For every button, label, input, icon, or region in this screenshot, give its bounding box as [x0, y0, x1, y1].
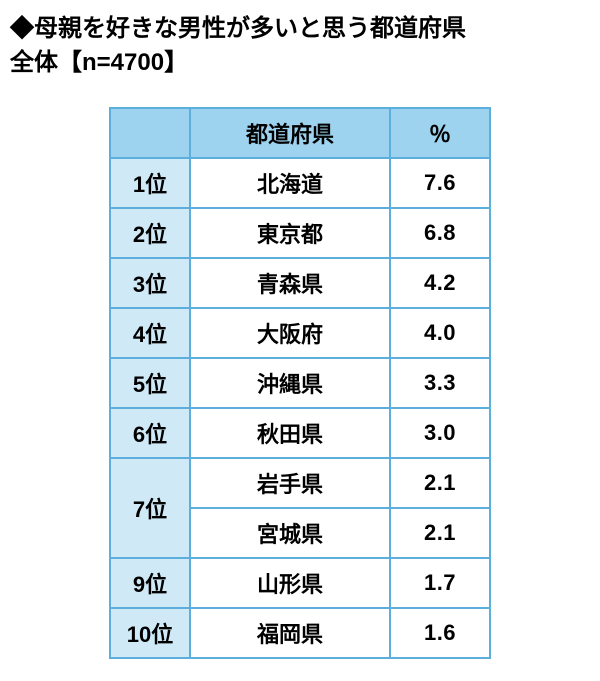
table-row: 3位青森県4.2: [110, 258, 490, 308]
chart-title: ◆母親を好きな男性が多いと思う都道府県 全体【n=4700】: [10, 12, 590, 79]
prefecture-cell: 山形県: [190, 558, 390, 608]
table-header-row: 都道府県 ％: [110, 108, 490, 158]
table-row: 1位北海道7.6: [110, 158, 490, 208]
percent-cell: 7.6: [390, 158, 490, 208]
percent-cell: 2.1: [390, 508, 490, 558]
prefecture-cell: 北海道: [190, 158, 390, 208]
prefecture-cell: 沖縄県: [190, 358, 390, 408]
table-row: 6位秋田県3.0: [110, 408, 490, 458]
table-row: 9位山形県1.7: [110, 558, 490, 608]
percent-cell: 6.8: [390, 208, 490, 258]
rank-cell: 3位: [110, 258, 190, 308]
percent-cell: 4.0: [390, 308, 490, 358]
ranking-table: 都道府県 ％ 1位北海道7.62位東京都6.83位青森県4.24位大阪府4.05…: [109, 107, 491, 659]
header-percent: ％: [390, 108, 490, 158]
prefecture-cell: 岩手県: [190, 458, 390, 508]
rank-cell: 6位: [110, 408, 190, 458]
percent-cell: 2.1: [390, 458, 490, 508]
table-row: 7位岩手県2.1: [110, 458, 490, 508]
table-row: 2位東京都6.8: [110, 208, 490, 258]
rank-cell: 10位: [110, 608, 190, 658]
table-wrap: 都道府県 ％ 1位北海道7.62位東京都6.83位青森県4.24位大阪府4.05…: [10, 107, 590, 659]
rank-cell: 1位: [110, 158, 190, 208]
prefecture-cell: 青森県: [190, 258, 390, 308]
rank-cell: 5位: [110, 358, 190, 408]
table-body: 1位北海道7.62位東京都6.83位青森県4.24位大阪府4.05位沖縄県3.3…: [110, 158, 490, 658]
prefecture-cell: 大阪府: [190, 308, 390, 358]
header-rank-blank: [110, 108, 190, 158]
rank-cell: 2位: [110, 208, 190, 258]
header-prefecture: 都道府県: [190, 108, 390, 158]
title-line-2: 全体【n=4700】: [10, 49, 188, 76]
prefecture-cell: 福岡県: [190, 608, 390, 658]
rank-cell: 9位: [110, 558, 190, 608]
percent-cell: 3.0: [390, 408, 490, 458]
percent-cell: 1.7: [390, 558, 490, 608]
percent-cell: 4.2: [390, 258, 490, 308]
rank-cell: 7位: [110, 458, 190, 558]
prefecture-cell: 秋田県: [190, 408, 390, 458]
rank-cell: 4位: [110, 308, 190, 358]
table-row: 4位大阪府4.0: [110, 308, 490, 358]
percent-cell: 3.3: [390, 358, 490, 408]
prefecture-cell: 宮城県: [190, 508, 390, 558]
title-line-1: ◆母親を好きな男性が多いと思う都道府県: [10, 15, 466, 42]
table-row: 10位福岡県1.6: [110, 608, 490, 658]
table-row: 5位沖縄県3.3: [110, 358, 490, 408]
prefecture-cell: 東京都: [190, 208, 390, 258]
percent-cell: 1.6: [390, 608, 490, 658]
